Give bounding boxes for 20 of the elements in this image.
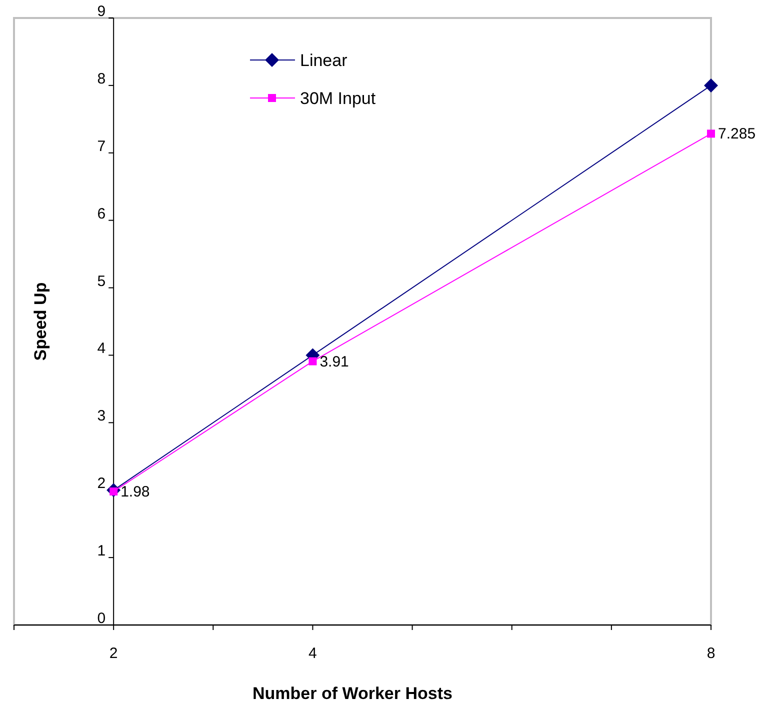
y-tick-label: 9 bbox=[97, 3, 106, 20]
data-label: 3.91 bbox=[320, 353, 349, 370]
y-tick-label: 1 bbox=[97, 542, 106, 560]
x-axis-title: Number of Worker Hosts bbox=[252, 684, 452, 703]
y-tick-label: 8 bbox=[97, 70, 106, 88]
legend-label: Linear bbox=[300, 51, 348, 70]
x-tick-label: 4 bbox=[308, 645, 317, 662]
y-tick-label: 3 bbox=[97, 408, 106, 425]
x-tick-label: 2 bbox=[109, 645, 118, 662]
y-tick-label: 7 bbox=[97, 138, 106, 155]
y-tick-label: 5 bbox=[97, 272, 106, 290]
y-tick-label: 6 bbox=[97, 205, 106, 222]
y-tick-label: 2 bbox=[97, 475, 106, 492]
legend-label: 30M Input bbox=[300, 89, 376, 108]
data-label: 7.285 bbox=[718, 126, 756, 143]
y-axis-title: Speed Up bbox=[31, 282, 50, 361]
y-tick-label: 4 bbox=[97, 340, 106, 358]
data-label: 1.98 bbox=[120, 483, 150, 500]
x-tick-label: 8 bbox=[706, 645, 716, 662]
y-tick-label: 0 bbox=[97, 610, 106, 627]
